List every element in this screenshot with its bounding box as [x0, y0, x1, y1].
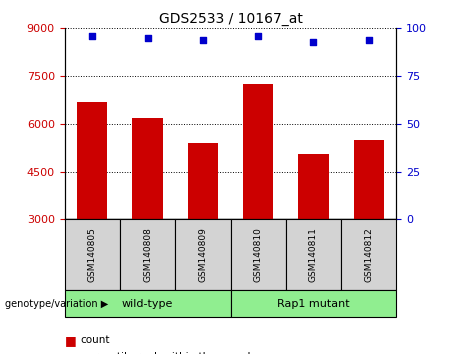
Text: GSM140812: GSM140812: [364, 228, 373, 282]
Point: [310, 39, 317, 45]
Bar: [298, 154, 329, 219]
Text: GSM140810: GSM140810: [254, 227, 263, 282]
Text: percentile rank within the sample: percentile rank within the sample: [81, 352, 257, 354]
Point: [144, 35, 151, 41]
Text: GSM140805: GSM140805: [88, 227, 97, 282]
Text: ■: ■: [65, 352, 76, 354]
Bar: [354, 140, 384, 219]
Point: [254, 33, 262, 39]
Text: genotype/variation ▶: genotype/variation ▶: [5, 298, 108, 309]
Text: Rap1 mutant: Rap1 mutant: [277, 298, 350, 309]
Text: wild-type: wild-type: [122, 298, 173, 309]
Title: GDS2533 / 10167_at: GDS2533 / 10167_at: [159, 12, 302, 26]
Bar: [243, 84, 273, 219]
Bar: [132, 118, 163, 219]
Text: GSM140809: GSM140809: [198, 227, 207, 282]
Point: [89, 33, 96, 39]
Bar: [77, 102, 107, 219]
Point: [199, 37, 207, 42]
Text: ■: ■: [65, 335, 76, 348]
Text: count: count: [81, 335, 110, 344]
Bar: [188, 143, 218, 219]
Text: GSM140808: GSM140808: [143, 227, 152, 282]
Point: [365, 37, 372, 42]
Text: GSM140811: GSM140811: [309, 227, 318, 282]
